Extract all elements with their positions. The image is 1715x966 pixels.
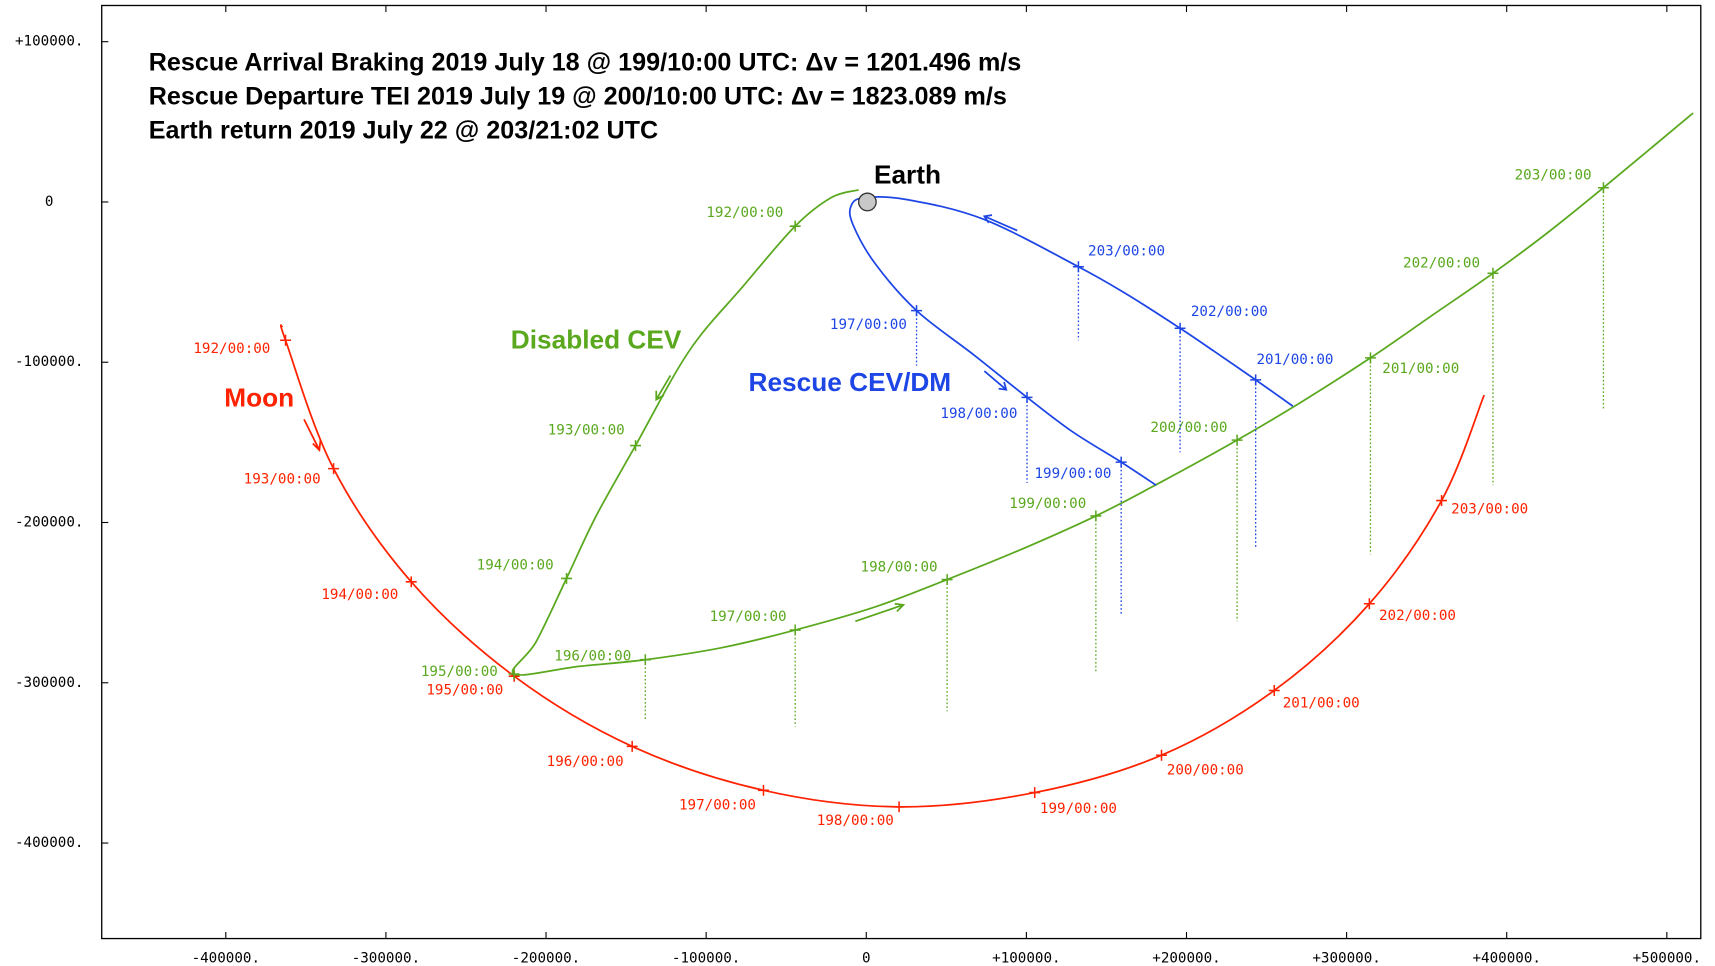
time-label: 203/00:00	[1451, 501, 1528, 517]
time-marker	[911, 305, 923, 317]
series-name: Moon	[224, 382, 294, 412]
time-marker	[508, 668, 520, 680]
title-line: Rescue Departure TEI 2019 July 19 @ 200/…	[149, 82, 1007, 110]
time-marker	[1268, 684, 1280, 696]
series-name: Rescue CEV/DM	[749, 367, 952, 397]
time-label: 203/00:00	[1088, 243, 1165, 259]
time-label: 194/00:00	[321, 587, 398, 603]
time-label: 202/00:00	[1191, 304, 1268, 320]
time-marker	[1174, 322, 1186, 334]
time-marker	[1029, 787, 1041, 799]
arrow	[982, 214, 1018, 232]
plot-frame	[101, 4, 1702, 940]
time-label: 200/00:00	[1167, 763, 1244, 779]
time-marker	[1487, 267, 1499, 279]
time-marker	[789, 624, 801, 636]
time-label: 202/00:00	[1403, 255, 1480, 271]
trajectory-line	[511, 112, 1694, 676]
time-marker	[789, 220, 801, 232]
time-label: 199/00:00	[1009, 496, 1086, 512]
time-label: 201/00:00	[1256, 352, 1333, 368]
title-line: Earth return 2019 July 22 @ 203/21:02 UT…	[149, 116, 658, 144]
x-tick-label: 0	[862, 950, 871, 966]
title-line: Rescue Arrival Braking 2019 July 18 @ 19…	[149, 48, 1022, 76]
time-label: 199/00:00	[1034, 466, 1111, 482]
y-tick-label: -200000.	[15, 514, 83, 530]
time-label: 196/00:00	[547, 754, 624, 770]
time-marker	[1231, 434, 1243, 446]
time-marker	[893, 801, 905, 813]
time-label: 198/00:00	[817, 813, 894, 829]
time-label: 196/00:00	[554, 648, 631, 664]
time-label: 192/00:00	[193, 341, 270, 357]
trajectory: 197/00:00 198/00:00 199/00:00 201/00:00 202/…	[749, 195, 1334, 615]
time-marker	[1021, 391, 1033, 403]
y-tick-label: -300000.	[15, 675, 83, 691]
time-marker	[1115, 456, 1127, 468]
time-marker	[1365, 352, 1376, 364]
time-label: 198/00:00	[940, 406, 1017, 422]
time-marker	[630, 440, 642, 452]
time-marker	[941, 574, 953, 586]
arrow	[983, 370, 1008, 391]
time-marker	[758, 784, 769, 796]
trajectory-line	[848, 195, 1294, 486]
time-marker	[405, 576, 417, 588]
x-tick-label: +100000.	[992, 950, 1060, 966]
time-label: 198/00:00	[861, 560, 938, 576]
x-tick-label: +500000.	[1633, 950, 1701, 966]
earth	[857, 192, 877, 212]
time-marker	[1436, 495, 1448, 507]
x-tick-label: -400000.	[192, 950, 260, 966]
x-tick-label: +200000.	[1152, 950, 1220, 966]
time-label: 199/00:00	[1040, 801, 1117, 817]
direction-arrows	[303, 214, 1018, 623]
trajectory-line	[279, 324, 1485, 808]
y-tick-label: +100000.	[15, 34, 83, 50]
time-marker	[1363, 598, 1375, 610]
time-marker	[1156, 749, 1167, 761]
time-label: 197/00:00	[830, 317, 907, 333]
time-marker	[639, 654, 651, 666]
time-label: 201/00:00	[1283, 696, 1360, 712]
time-marker	[1597, 182, 1609, 194]
series-name: Disabled CEV	[511, 324, 682, 354]
time-marker	[280, 334, 291, 346]
y-tick-label: 0	[45, 194, 54, 210]
arrow	[303, 418, 322, 452]
time-label: 195/00:00	[421, 664, 498, 680]
time-marker	[1072, 261, 1084, 273]
time-marker	[626, 740, 638, 752]
earth-label: Earth	[874, 160, 941, 190]
arrow	[855, 602, 906, 623]
time-label: 192/00:00	[706, 205, 783, 221]
time-label: 193/00:00	[548, 422, 625, 438]
time-label: 203/00:00	[1515, 168, 1592, 184]
time-label: 201/00:00	[1382, 361, 1459, 377]
time-marker	[1090, 510, 1102, 522]
time-marker	[328, 463, 340, 475]
x-tick-label: -200000.	[512, 950, 580, 966]
x-tick-label: -300000.	[352, 950, 420, 966]
x-tick-label: +400000.	[1473, 950, 1541, 966]
x-tick-label: +300000.	[1312, 950, 1380, 966]
time-label: 194/00:00	[477, 557, 554, 573]
time-label: 195/00:00	[426, 682, 503, 698]
time-label: 197/00:00	[679, 798, 756, 814]
y-tick-label: -100000.	[15, 354, 83, 370]
trajectory: 192/00:00 193/00:00 194/00:00 195/00:00 196/…	[193, 324, 1528, 829]
y-tick-label: -400000.	[15, 835, 83, 851]
time-label: 200/00:00	[1150, 420, 1227, 436]
time-marker	[1250, 374, 1262, 386]
time-label: 202/00:00	[1379, 608, 1456, 624]
time-marker	[561, 572, 572, 584]
x-tick-label: -100000.	[672, 950, 740, 966]
time-label: 197/00:00	[710, 609, 787, 625]
trajectory: 192/00:00 193/00:00 194/00:00 195/00:00 196/…	[421, 112, 1694, 727]
time-label: 193/00:00	[244, 472, 321, 488]
